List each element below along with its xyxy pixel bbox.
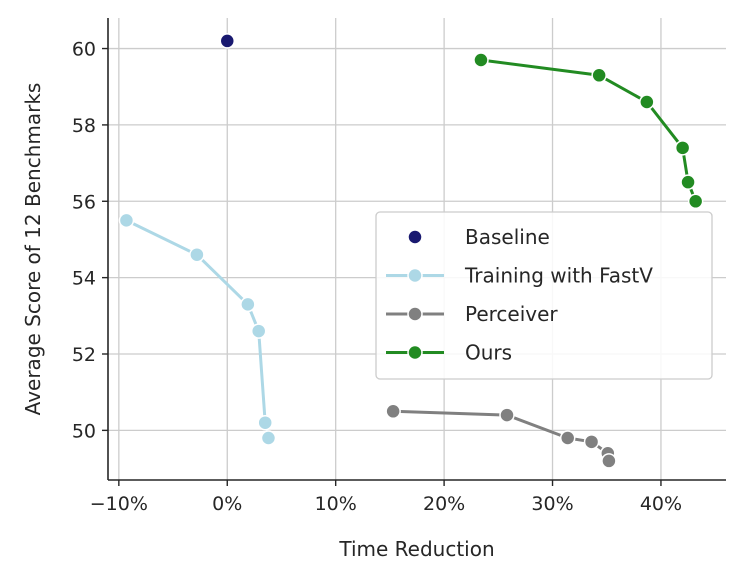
data-point-training-with-fastv xyxy=(118,212,135,229)
data-point-training-with-fastv xyxy=(240,296,256,313)
y-tick-label: 58 xyxy=(72,115,96,137)
axes xyxy=(107,18,726,481)
legend: Baseline Training with FastV Perceiver Ours xyxy=(375,211,713,380)
legend-item-training-with-fastv: Training with FastV xyxy=(386,264,653,288)
y-axis-label: Average Score of 12 Benchmarks xyxy=(21,83,45,416)
x-tick-label: −10% xyxy=(90,493,148,515)
data-point-training-with-fastv xyxy=(260,430,277,446)
legend-label: Perceiver xyxy=(465,302,558,326)
data-point-ours xyxy=(674,140,691,156)
series-perceiver xyxy=(385,403,617,469)
x-tick-label: 10% xyxy=(315,493,357,515)
legend-item-perceiver: Perceiver xyxy=(386,302,558,326)
data-point-baseline xyxy=(219,33,236,49)
y-tick-label: 60 xyxy=(72,39,96,61)
data-point-ours xyxy=(687,193,704,210)
legend-item-ours: Ours xyxy=(386,341,512,365)
legend-label: Baseline xyxy=(465,225,550,249)
y-tick-label: 52 xyxy=(72,344,96,366)
series-baseline xyxy=(219,33,236,49)
legend-item-baseline: Baseline xyxy=(407,225,550,249)
ticks: −10% 0% 10% 20% 30% 40% 50 52 54 56 58 60 xyxy=(72,39,682,515)
x-tick-label: 40% xyxy=(640,493,682,515)
y-tick-label: 56 xyxy=(72,191,96,213)
data-point-perceiver xyxy=(499,407,515,423)
data-point-perceiver xyxy=(559,430,576,446)
legend-marker xyxy=(407,344,423,361)
data-point-perceiver xyxy=(601,453,617,469)
series-line-ours xyxy=(480,58,697,202)
x-tick-label: 20% xyxy=(423,493,465,515)
y-tick-label: 50 xyxy=(72,420,96,442)
legend-label: Training with FastV xyxy=(464,264,653,288)
data-point-ours xyxy=(473,52,489,68)
y-tick-label: 54 xyxy=(72,268,96,290)
legend-box xyxy=(375,211,713,380)
series-training-with-fastv xyxy=(118,212,277,446)
data-point-perceiver xyxy=(385,403,401,420)
data-point-perceiver xyxy=(583,434,600,450)
legend-marker xyxy=(407,306,423,322)
data-point-ours xyxy=(680,174,696,190)
data-point-training-with-fastv xyxy=(189,246,205,263)
legend-marker xyxy=(407,229,423,245)
data-point-training-with-fastv xyxy=(250,323,267,339)
x-tick-label: 30% xyxy=(531,493,573,515)
series-ours xyxy=(473,52,704,210)
legend-label: Ours xyxy=(465,341,512,365)
x-axis-label: Time Reduction xyxy=(338,537,494,561)
data-point-training-with-fastv xyxy=(257,414,273,431)
x-tick-label: 0% xyxy=(212,493,242,515)
data-point-ours xyxy=(591,67,607,84)
legend-marker xyxy=(407,267,423,284)
data-point-ours xyxy=(639,94,655,110)
series-layer xyxy=(118,33,704,469)
